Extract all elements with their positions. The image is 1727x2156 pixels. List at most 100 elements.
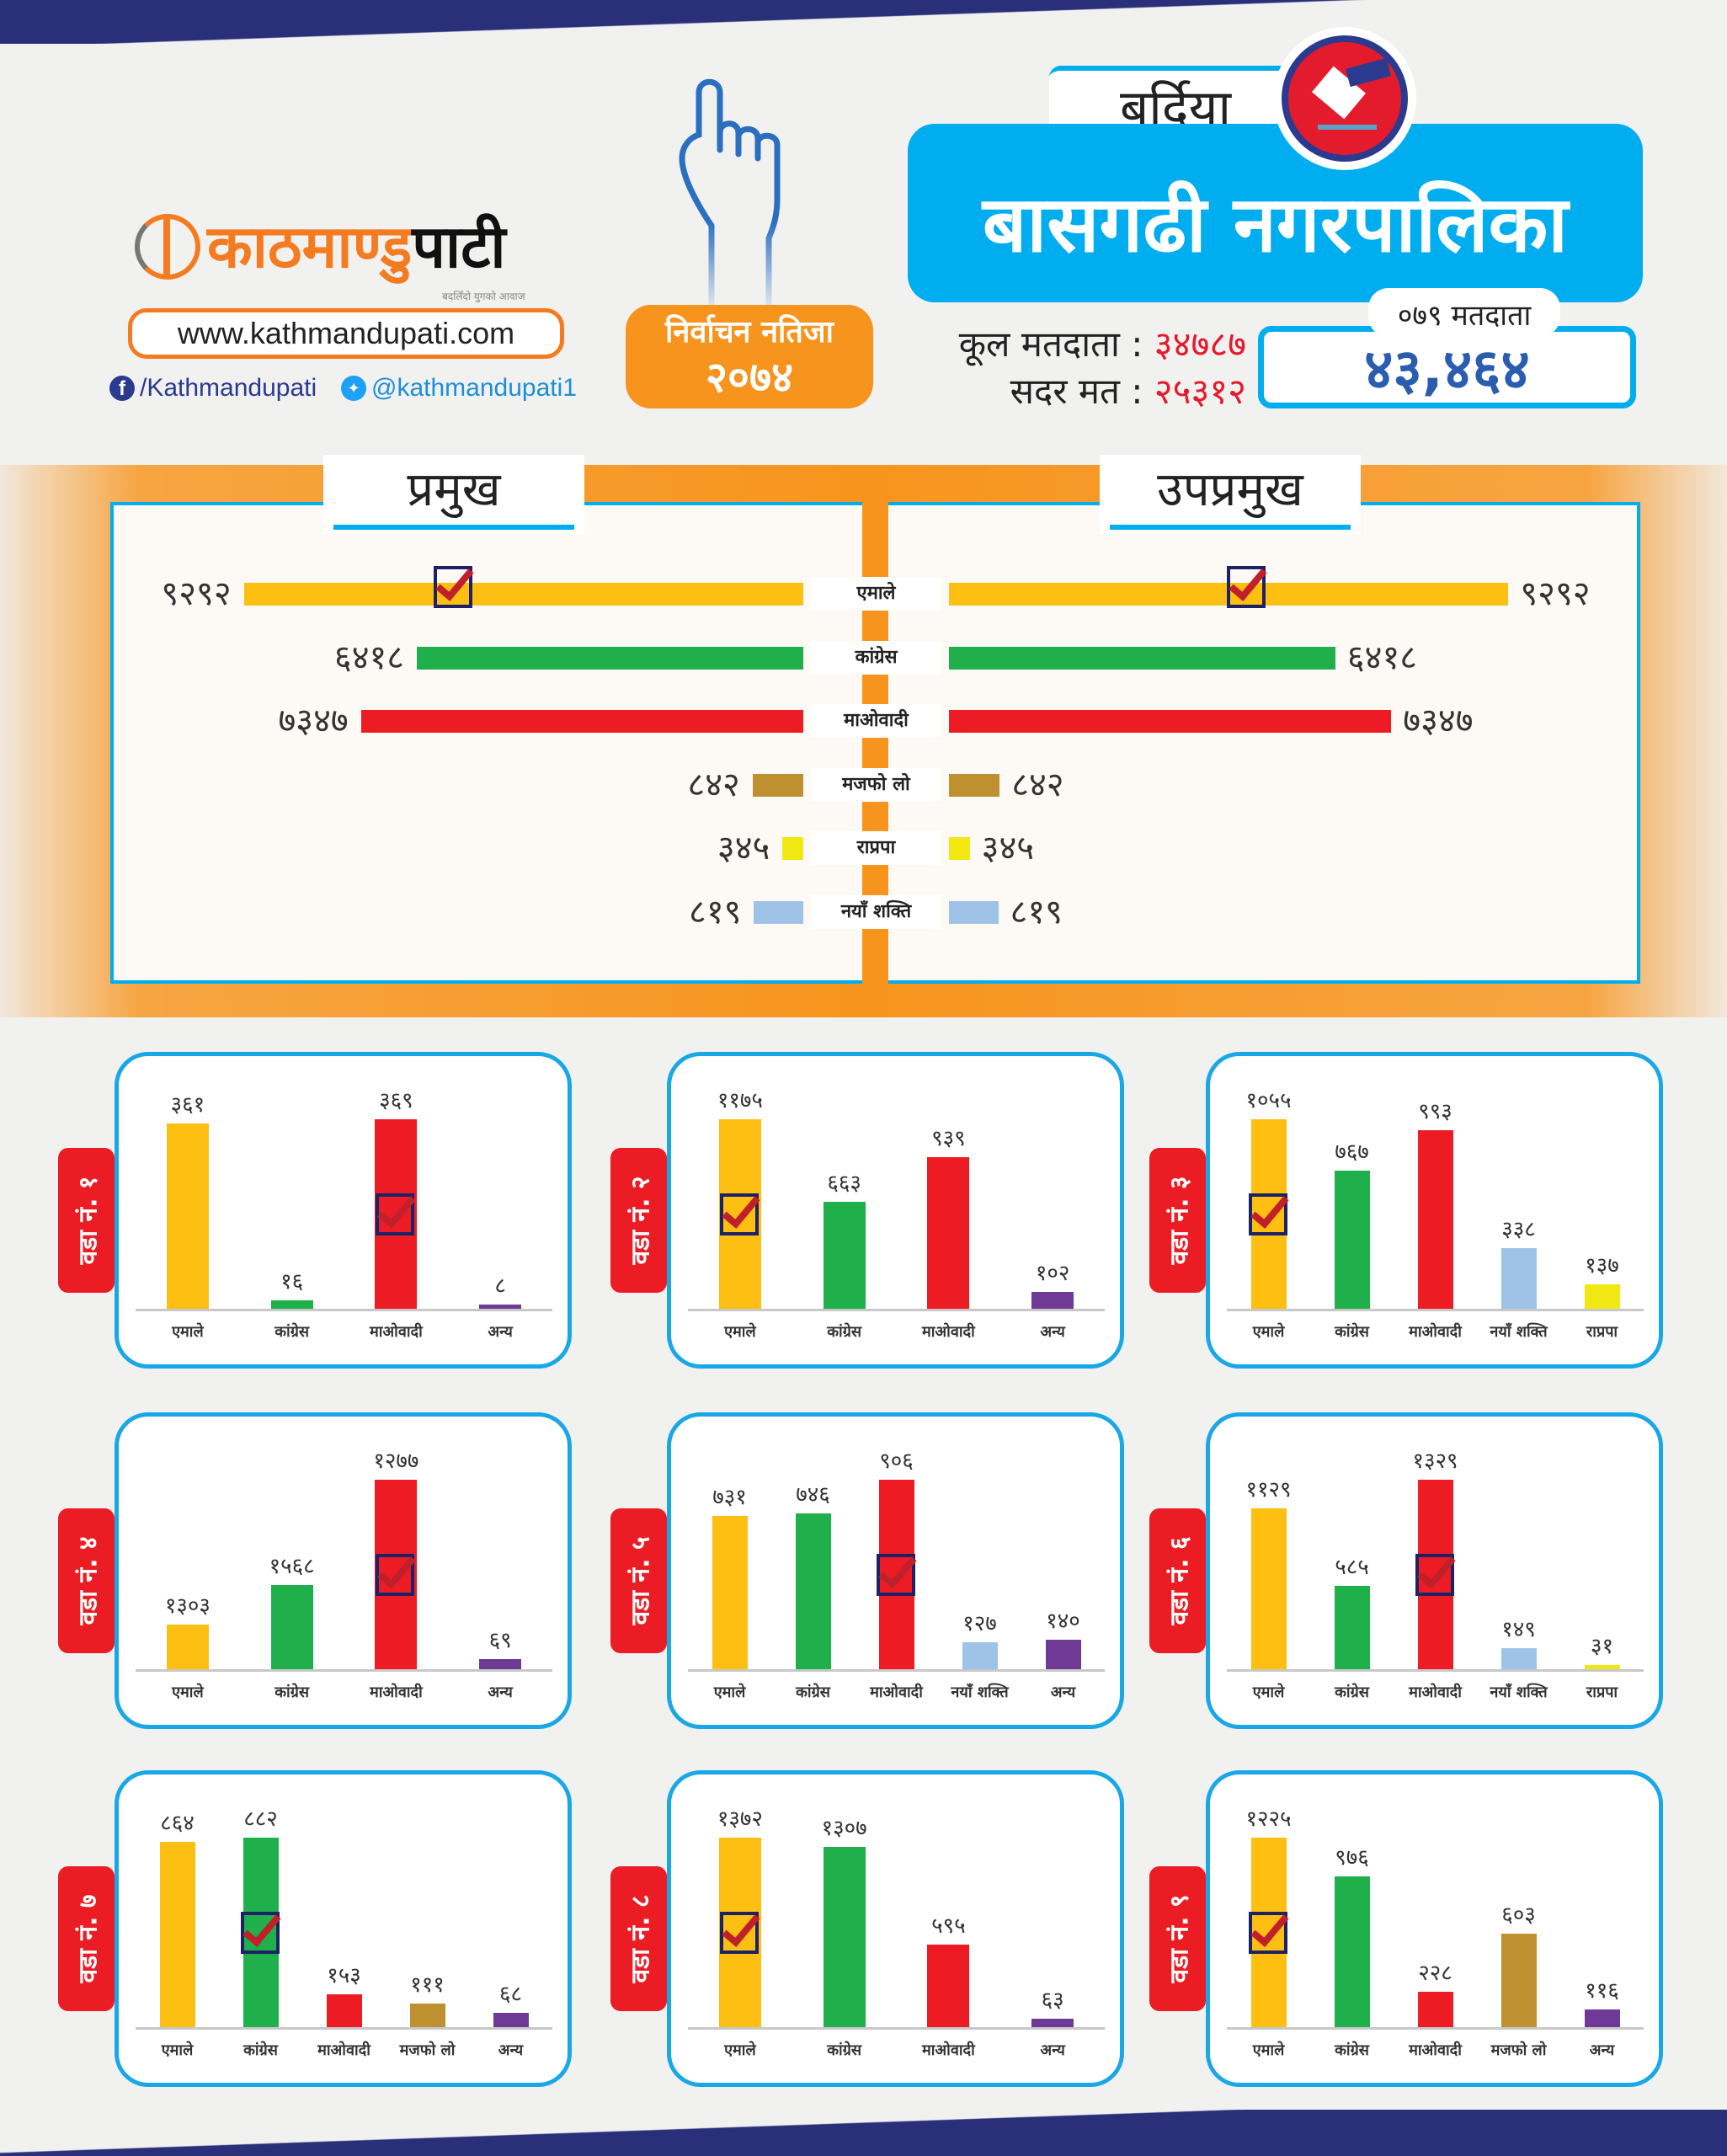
ward-value-label: ७३१ [712,1485,747,1511]
ward-value-label: ८ [494,1273,506,1299]
deputy-mayor-value-label: ७३४७ [1403,702,1474,740]
ward-value-label: ३३८ [1501,1216,1536,1242]
mayor-bar [360,710,803,733]
ward-chart-card: ३६१ एमाले १६ कांग्रेस ३६९ माओवादी ८ अन्य [115,1052,572,1369]
ward-bar [1584,1283,1620,1309]
ward-party-label: मजफो लो [1490,2041,1547,2059]
mayor-value-label: ८१९ [689,892,742,931]
voting-finger-icon [679,78,781,314]
website-link[interactable]: www.kathmandupati.com [128,308,564,359]
mayor-value-label: ८४२ [687,765,740,804]
ward-value-label: १६ [280,1269,304,1295]
ward-bar [712,1516,748,1669]
ward-number-tab: वडा नं. ९ [1149,1866,1206,2011]
ward-value-label: ६३ [1041,1987,1064,2013]
party-label: नयाँ शक्ति [811,894,941,929]
ward-bar [1500,1247,1537,1309]
ward-value-label: १२७७ [373,1449,419,1474]
badge-title: निर्वाचन नतिजा [665,315,834,350]
ward-bar [795,1513,831,1669]
ward-value-label: १५३ [327,1962,361,1988]
ward-party-label: माओवादी [317,2041,370,2059]
mayor-bar [754,900,803,924]
ward-number-tab: वडा नं. ४ [58,1508,115,1653]
ward-bar [1500,1647,1537,1669]
deputy-mayor-bar [949,773,1000,797]
winner-check-icon [376,1553,415,1596]
ward-bar [1045,1640,1081,1669]
ward-number-label: वडा नं. १ [73,1176,103,1265]
chart-baseline [688,1309,1105,1311]
party-label: माओवादी [811,704,941,738]
top-decor-stripe [0,0,1727,44]
facebook-link[interactable]: f /Kathmandupati [109,374,317,403]
valid-votes-row: सदर मत : २५३१२ [1010,371,1246,413]
ward-party-label: मजफो लो [399,2041,456,2059]
ward-party-label: नयाँ शक्ति [951,1684,1009,1701]
twitter-handle: @kathmandupati1 [371,374,577,402]
chart-baseline [136,2027,552,2030]
ward-bar [1334,1876,1370,2027]
winner-check-icon [1248,1911,1287,1954]
chart-baseline [688,2027,1105,2030]
mayor-bar [782,837,803,860]
ward-party-label: अन्य [498,2041,524,2059]
ward-bar [1031,2018,1074,2027]
ballot-box-icon [1282,35,1408,162]
ward-value-label: ६९ [488,1627,512,1653]
ward-party-label: माओवादी [1409,2041,1462,2059]
deputy-mayor-value-label: ८४२ [1011,765,1064,804]
chart-baseline [1227,1309,1644,1311]
ward-value-label: १३७ [1585,1252,1619,1278]
ward-value-label: ६८ [498,1981,523,2007]
ward-bar [823,1846,866,2027]
ward-party-label: माओवादी [1409,1684,1462,1701]
mayor-bar [417,646,803,670]
winner-check-icon [434,566,472,608]
deputy-mayor-bar [949,710,1392,733]
twitter-link[interactable]: ✦ @kathmandupati1 [341,374,577,403]
ward-chart-card: १३०३ एमाले १५६८ कांग्रेस १२७७ माओवादी ६९ अन्य [115,1412,572,1729]
ward-bar [927,1157,970,1309]
ward-number-label: वडा नं. ९ [1165,1894,1194,1983]
ward-bar [927,1945,970,2027]
deputy-mayor-bar [949,837,970,860]
chart-baseline [1227,2027,1644,2030]
ward-number-label: वडा नं. ७ [73,1894,103,1983]
deputy-mayor-value-label: ८१९ [1010,892,1063,931]
ward-party-label: कांग्रेस [275,1684,310,1701]
ward-bar [166,1624,209,1669]
ward-value-label: ९९३ [1418,1099,1452,1125]
ward-bar [493,2012,529,2027]
ward-party-label: माओवादी [870,1684,923,1701]
ward-party-label: कांग्रेस [275,1323,310,1341]
ward-number-tab: वडा नं. २ [610,1148,667,1293]
total-voters-row: कूल मतदाता : ३४७८७ [959,323,1246,366]
ward-party-label: माओवादी [922,1323,975,1341]
voters-079-value: ४३,४६४ [1258,326,1636,408]
ward-value-label: ३६९ [379,1088,413,1113]
ward-party-label: नयाँ शक्ति [1490,1684,1548,1701]
winner-check-icon [1227,566,1266,608]
ward-bar [270,1584,313,1669]
mayor-value-label: ९२९२ [161,574,232,613]
logo-text-orange: काठमाण्डु [207,212,413,281]
ward-party-label: कांग्रेस [827,1323,862,1341]
ward-party-label: कांग्रेस [1335,2041,1369,2059]
ward-chart-card: ११७५ एमाले ६६३ कांग्रेस ९३९ माओवादी १०२ अन्य [667,1052,1124,1369]
ward-party-label: कांग्रेस [243,2041,278,2059]
colon: : [1131,371,1143,412]
ward-value-label: ८८२ [243,1806,278,1832]
ward-chart-card: १३७२ एमाले १३०७ कांग्रेस ५९५ माओवादी ६३ अन्य [667,1770,1124,2087]
ward-value-label: १२७ [962,1611,997,1637]
ward-party-label: माओवादी [922,2041,975,2059]
ward-bar [1250,1508,1287,1669]
ward-party-label: कांग्रेस [827,2041,862,2059]
ward-party-label: कांग्रेस [796,1684,830,1701]
total-voters-label: कूल मतदाता [958,323,1120,365]
ward-value-label: ६६३ [827,1171,861,1197]
mayor-bar [243,583,803,606]
ward-value-label: १३०३ [164,1593,211,1619]
winner-check-icon [240,1911,280,1954]
ward-number-label: वडा नं. ४ [73,1536,103,1625]
